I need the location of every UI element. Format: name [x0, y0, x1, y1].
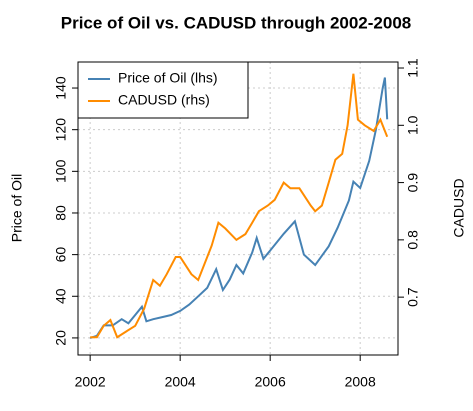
x-tick-label: 2006	[255, 374, 286, 390]
legend-label: CADUSD (rhs)	[118, 92, 210, 108]
chart-title: Price of Oil vs. CADUSD through 2002-200…	[61, 13, 412, 32]
y2-tick-label: 0.9	[405, 173, 421, 193]
y-tick-label: 20	[53, 330, 69, 346]
y-tick-label: 40	[53, 288, 69, 304]
y2-tick-label: 0.7	[405, 287, 421, 307]
y2-tick-label: 1.0	[405, 115, 421, 135]
y2-tick-label: 0.8	[405, 230, 421, 250]
y2-axis-label: CADUSD	[451, 178, 467, 237]
series-line	[89, 77, 389, 339]
x-tick-label: 2004	[165, 374, 196, 390]
x-tick-label: 2002	[75, 374, 106, 390]
y-tick-label: 80	[53, 205, 69, 221]
y2-tick-label: 1.1	[405, 58, 421, 78]
series-line	[90, 73, 389, 339]
y-tick-label: 100	[53, 159, 69, 183]
legend-label: Price of Oil (lhs)	[118, 70, 218, 86]
legend-box	[77, 61, 249, 119]
y-tick-label: 140	[53, 76, 69, 100]
x-tick-label: 2008	[345, 374, 376, 390]
y-tick-label: 120	[53, 118, 69, 142]
y-tick-label: 60	[53, 247, 69, 263]
y-axis-label: Price of Oil	[9, 174, 25, 242]
